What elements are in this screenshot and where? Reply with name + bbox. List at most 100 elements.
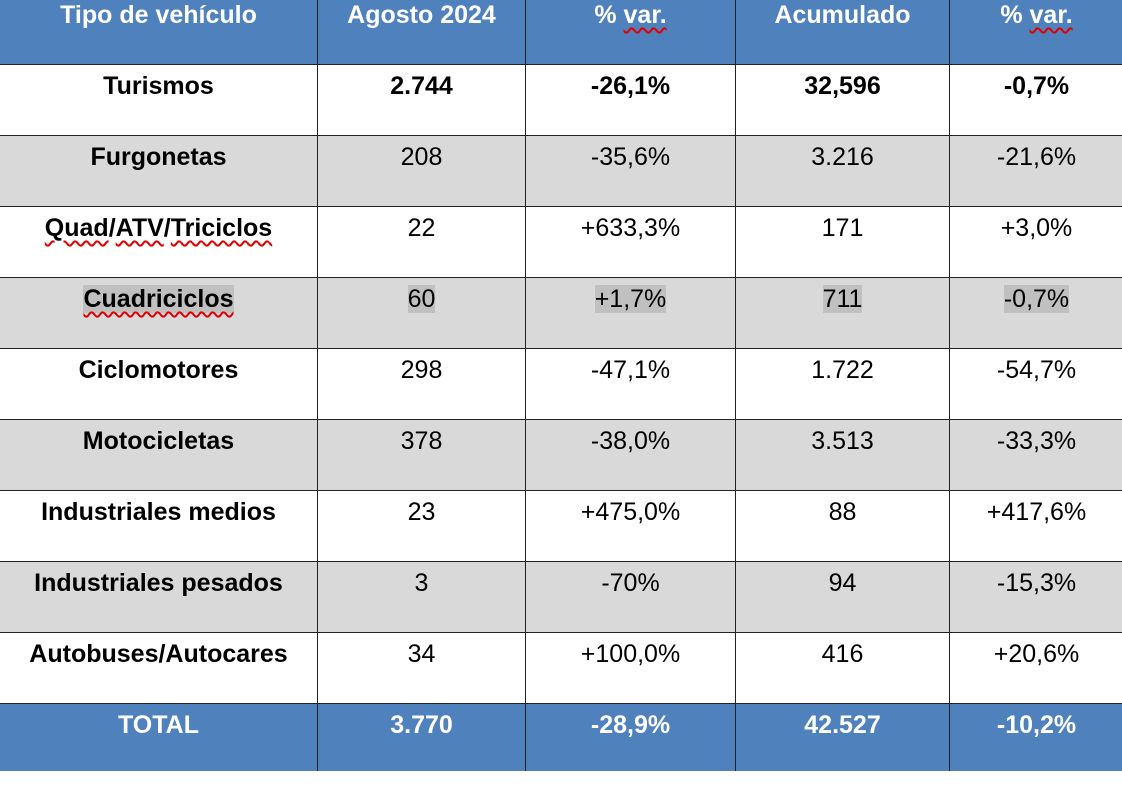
cell-vehicle-type: Autobuses/Autocares — [0, 632, 318, 704]
cell-text: +1,7% — [594, 285, 667, 313]
cell-monthly-variation: -47,1% — [525, 348, 736, 420]
total-vehicle-type: TOTAL — [0, 703, 318, 771]
header-label: Agosto 2024 — [347, 1, 496, 29]
cell-accumulated-variation: +417,6% — [949, 490, 1122, 562]
cell-accumulated: 94 — [735, 561, 950, 633]
cell-august-2024: 2.744 — [317, 64, 526, 136]
cell-text: +100,0% — [580, 640, 681, 668]
cell-text: +475,0% — [580, 498, 681, 526]
cell-text: 171 — [821, 214, 864, 242]
cell-text: 60 — [407, 285, 436, 313]
table-header: Tipo de vehículo Agosto 2024 % var. Acumula… — [0, 0, 1122, 65]
cell-monthly-variation: +100,0% — [525, 632, 736, 704]
cell-accumulated-variation: -0,7% — [949, 64, 1122, 136]
total-row: TOTAL 3.770 -28,9% 42.527 -10,2% — [0, 703, 1122, 771]
cell-accumulated: 3.216 — [735, 135, 950, 207]
table-row: Quad/ATV/Triciclos 22 +633,3% 171 +3,0% — [0, 206, 1122, 278]
header-row: Tipo de vehículo Agosto 2024 % var. Acumula… — [0, 0, 1122, 65]
table-row: Autobuses/Autocares 34 +100,0% 416 +20,6% — [0, 632, 1122, 704]
cell-accumulated-variation: -33,3% — [949, 419, 1122, 491]
cell-text: -0,7% — [1003, 72, 1070, 100]
cell-text: -0,7% — [1003, 285, 1070, 313]
cell-text: 3.216 — [811, 143, 874, 171]
total-accumulated: 42.527 — [735, 703, 950, 771]
cell-text: 34 — [407, 640, 436, 668]
cell-monthly-variation: +1,7% — [525, 277, 736, 349]
cell-vehicle-type: Cuadriciclos — [0, 277, 318, 349]
cell-august-2024: 34 — [317, 632, 526, 704]
header-monthly-variation: % var. — [525, 0, 736, 65]
cell-accumulated: 711 — [735, 277, 950, 349]
cell-text: -15,3% — [996, 569, 1077, 597]
cell-accumulated-variation: -21,6% — [949, 135, 1122, 207]
cell-august-2024: 60 — [317, 277, 526, 349]
table-row: Cuadriciclos 60 +1,7% 711 -0,7% — [0, 277, 1122, 349]
cell-text: 23 — [407, 498, 436, 526]
cell-text: 208 — [400, 143, 443, 171]
header-accumulated-variation: % var. — [949, 0, 1122, 65]
cell-text: -54,7% — [996, 356, 1077, 384]
cell-text: 22 — [407, 214, 436, 242]
cell-text: -26,1% — [590, 72, 671, 100]
header-label: % var. — [1000, 1, 1073, 29]
table-row: Industriales medios 23 +475,0% 88 +417,6% — [0, 490, 1122, 562]
header-label: % var. — [594, 1, 667, 29]
cell-text: +633,3% — [580, 214, 681, 242]
cell-text: 2.744 — [390, 72, 453, 100]
cell-accumulated-variation: -0,7% — [949, 277, 1122, 349]
cell-accumulated: 171 — [735, 206, 950, 278]
cell-text: -47,1% — [590, 356, 671, 384]
cell-text: -70% — [601, 569, 660, 597]
cell-text: 32,596 — [804, 72, 881, 100]
cell-accumulated: 416 — [735, 632, 950, 704]
cell-text: 88 — [828, 498, 857, 526]
header-label: Acumulado — [774, 1, 911, 29]
cell-text: +417,6% — [986, 498, 1087, 526]
cell-text: Motocicletas — [82, 427, 235, 455]
header-august-2024: Agosto 2024 — [317, 0, 526, 65]
cell-august-2024: 298 — [317, 348, 526, 420]
table-footer: TOTAL 3.770 -28,9% 42.527 -10,2% — [0, 703, 1122, 771]
cell-vehicle-type: Industriales pesados — [0, 561, 318, 633]
cell-accumulated-variation: -15,3% — [949, 561, 1122, 633]
cell-monthly-variation: -38,0% — [525, 419, 736, 491]
header-vehicle-type: Tipo de vehículo — [0, 0, 318, 65]
cell-vehicle-type: Industriales medios — [0, 490, 318, 562]
cell-accumulated: 88 — [735, 490, 950, 562]
total-monthly-variation: -28,9% — [525, 703, 736, 771]
total-august-2024: 3.770 — [317, 703, 526, 771]
cell-text: -21,6% — [996, 143, 1077, 171]
cell-text: Industriales medios — [41, 498, 276, 526]
cell-monthly-variation: +633,3% — [525, 206, 736, 278]
cell-text: Autobuses/Autocares — [29, 640, 288, 668]
table-row: Industriales pesados 3 -70% 94 -15,3% — [0, 561, 1122, 633]
cell-monthly-variation: -26,1% — [525, 64, 736, 136]
cell-text: -33,3% — [996, 427, 1077, 455]
cell-august-2024: 22 — [317, 206, 526, 278]
cell-accumulated-variation: +20,6% — [949, 632, 1122, 704]
table-row: Ciclomotores 298 -47,1% 1.722 -54,7% — [0, 348, 1122, 420]
cell-text: 3 — [414, 569, 429, 597]
cell-text: 94 — [828, 569, 857, 597]
total-accumulated-variation: -10,2% — [949, 703, 1122, 771]
table-row: Turismos 2.744 -26,1% 32,596 -0,7% — [0, 64, 1122, 136]
table-row: Furgonetas 208 -35,6% 3.216 -21,6% — [0, 135, 1122, 207]
cell-text: 416 — [821, 640, 864, 668]
cell-vehicle-type: Turismos — [0, 64, 318, 136]
cell-monthly-variation: +475,0% — [525, 490, 736, 562]
cell-accumulated: 32,596 — [735, 64, 950, 136]
cell-text: Furgonetas — [90, 143, 227, 171]
cell-text: 1.722 — [811, 356, 874, 384]
table-body: Turismos 2.744 -26,1% 32,596 -0,7% Furgonetas… — [0, 64, 1122, 704]
cell-monthly-variation: -35,6% — [525, 135, 736, 207]
table-row: Motocicletas 378 -38,0% 3.513 -33,3% — [0, 419, 1122, 491]
cell-monthly-variation: -70% — [525, 561, 736, 633]
cell-accumulated-variation: +3,0% — [949, 206, 1122, 278]
cell-text: Industriales pesados — [34, 569, 283, 597]
vehicle-registrations-table: Tipo de vehículo Agosto 2024 % var. Acumula… — [0, 0, 1122, 771]
cell-text: 298 — [400, 356, 443, 384]
cell-text: 3.513 — [811, 427, 874, 455]
header-label: Tipo de vehículo — [60, 1, 257, 29]
cell-vehicle-type: Motocicletas — [0, 419, 318, 491]
cell-august-2024: 3 — [317, 561, 526, 633]
